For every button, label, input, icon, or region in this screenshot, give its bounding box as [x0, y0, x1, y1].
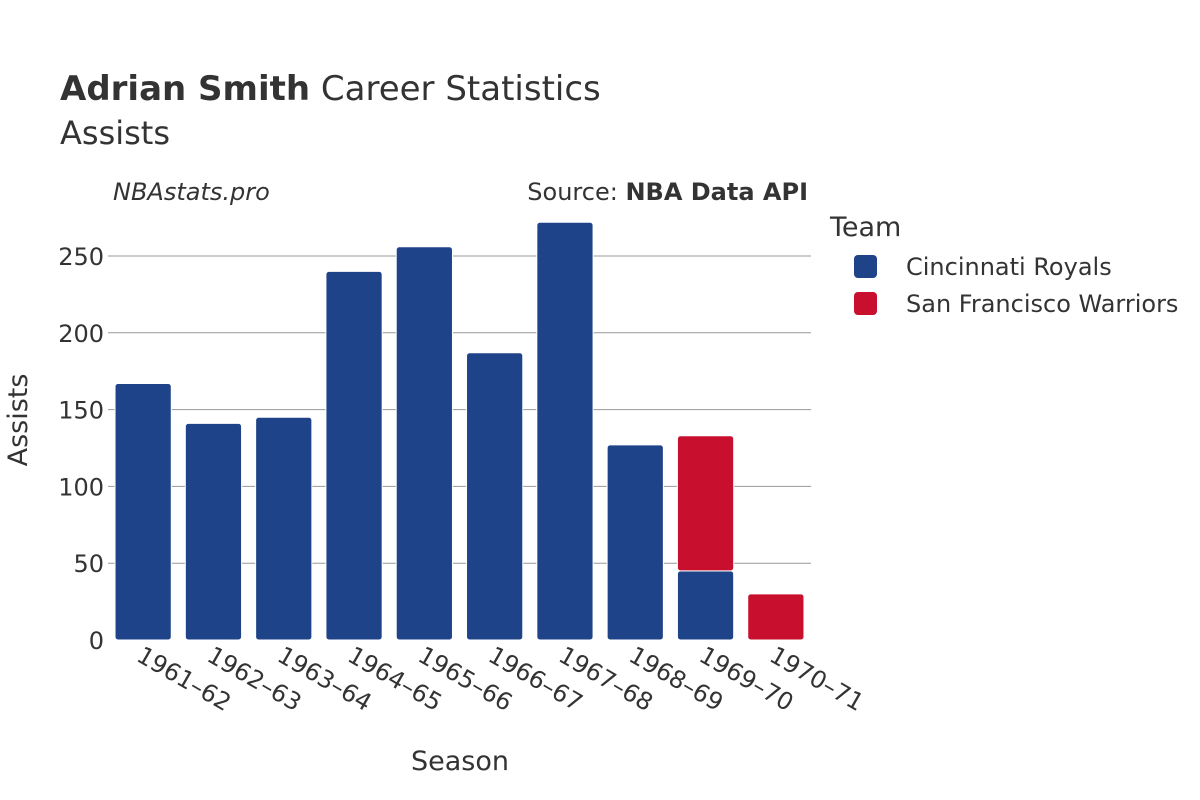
bar-layer	[114, 221, 805, 641]
bar-cincinnati-royals	[466, 352, 524, 641]
y-tick-label: 50	[73, 550, 104, 578]
y-axis-title: Assists	[3, 374, 34, 467]
y-tick-label: 0	[89, 627, 104, 655]
bar-cincinnati-royals	[536, 221, 594, 641]
legend-label: San Francisco Warriors	[906, 290, 1178, 318]
source-prefix: Source:	[527, 178, 625, 206]
legend: Cincinnati Royals San Francisco Warriors	[854, 253, 1178, 318]
legend-label: Cincinnati Royals	[906, 253, 1112, 281]
x-axis-title: Season	[411, 746, 509, 777]
legend-swatch	[854, 255, 877, 278]
source-note: Source: NBA Data API	[527, 178, 808, 206]
bar-san-francisco-warriors	[747, 593, 805, 641]
chart-subtitle: Assists	[60, 114, 170, 152]
bar-cincinnati-royals	[114, 382, 172, 641]
chart-title: Adrian Smith Career Statistics	[60, 69, 601, 109]
title-rest: Career Statistics	[310, 69, 601, 109]
bar-cincinnati-royals	[255, 416, 313, 641]
bar-cincinnati-royals	[606, 444, 664, 641]
y-tick-label: 100	[58, 473, 104, 501]
legend-swatch	[854, 292, 877, 315]
title-player-name: Adrian Smith	[60, 69, 310, 109]
tick-layer: 0501001502002501961–621962–631963–641964…	[58, 243, 868, 717]
source-name: NBA Data API	[625, 178, 808, 206]
y-tick-label: 150	[58, 397, 104, 425]
site-watermark: NBAstats.pro	[113, 178, 270, 206]
bar-cincinnati-royals	[676, 570, 735, 641]
bar-san-francisco-warriors	[676, 435, 735, 572]
y-tick-label: 250	[58, 243, 104, 271]
bar-cincinnati-royals	[395, 246, 453, 641]
y-tick-label: 200	[58, 320, 104, 348]
legend-title: Team	[829, 212, 901, 243]
bar-cincinnati-royals	[325, 270, 383, 641]
bar-cincinnati-royals	[184, 422, 243, 641]
